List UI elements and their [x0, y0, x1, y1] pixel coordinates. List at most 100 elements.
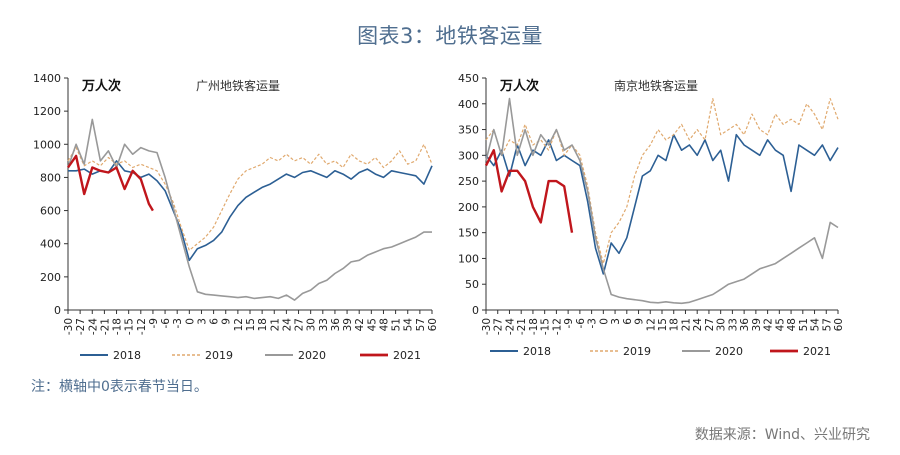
x-tick-label: -9 [148, 318, 160, 328]
x-tick-label: 18 [669, 318, 681, 331]
x-tick-label: 60 [833, 318, 845, 331]
x-tick-label: -24 [504, 318, 516, 335]
x-tick-label: 57 [415, 318, 427, 331]
chart-guangzhou: 0 200 400 600 800 1000 1200 1400 -30 -27 -24 -21 -18… [33, 72, 439, 362]
y-tick-label: 450 [458, 72, 479, 85]
x-tick-label: -24 [87, 318, 99, 335]
y-tick-label: 50 [465, 278, 479, 291]
figure-title: 图表3：地铁客运量 [357, 24, 543, 48]
y-tick-label: 250 [458, 175, 479, 188]
x-tick-label: 0 [598, 318, 610, 325]
figure-note: 注：横轴中0表示春节当日。 [31, 379, 208, 395]
x-tick-label: 27 [704, 318, 716, 331]
x-tick-label: 42 [354, 318, 366, 331]
x-tick-label: 12 [645, 318, 657, 331]
x-tick-label: 12 [233, 318, 245, 331]
chart-title: 广州地铁客运量 [196, 78, 280, 93]
x-tick-label: 51 [391, 318, 403, 331]
series-line-2018 [68, 160, 433, 262]
x-tick-label: 36 [739, 318, 751, 332]
x-tick-label: -18 [112, 318, 124, 335]
y-tick-label: 150 [458, 227, 479, 240]
x-tick-label: -21 [516, 318, 528, 335]
x-tick-label: 27 [294, 318, 306, 331]
x-tick-label: 54 [810, 318, 822, 332]
y-tick-label: 100 [458, 252, 479, 265]
x-tick-label: 30 [716, 318, 728, 331]
y-unit-label: 万人次 [81, 78, 121, 94]
x-tick-label: -3 [172, 318, 184, 328]
x-tick-label: 33 [318, 318, 330, 331]
x-tick-label: -3 [587, 318, 599, 328]
y-tick-label: 0 [472, 304, 479, 317]
x-tick-label: 24 [281, 318, 293, 332]
x-tick-label: -30 [63, 318, 75, 335]
x-tick-label: 45 [366, 318, 378, 331]
series-line-2020 [485, 97, 839, 305]
x-tick-label: 3 [196, 318, 208, 325]
legend-label-2021: 2021 [803, 345, 831, 358]
x-tick-label: 3 [610, 318, 622, 325]
y-tick-label: 300 [458, 149, 479, 162]
y-unit-label: 万人次 [499, 78, 539, 94]
x-tick-label: -27 [75, 318, 87, 335]
legend-label-2018: 2018 [523, 345, 551, 358]
x-tick-label: 45 [774, 318, 786, 331]
x-tick-label: 48 [378, 318, 390, 331]
legend-label-2018: 2018 [113, 349, 141, 362]
legend-label-2019: 2019 [623, 345, 651, 358]
x-tick-label: -6 [575, 318, 587, 329]
x-tick-label: 0 [184, 318, 196, 325]
x-tick-label: 54 [403, 318, 415, 332]
y-tick-label: 400 [40, 238, 61, 251]
series-line-2020 [67, 118, 432, 301]
x-tick-label: -15 [540, 318, 552, 335]
x-tick-label: -21 [99, 318, 111, 335]
y-tick-label: 200 [40, 271, 61, 284]
x-tick-label: 36 [330, 318, 342, 332]
legend-label-2019: 2019 [205, 349, 233, 362]
x-tick-label: 15 [245, 318, 257, 331]
y-tick-label: 1200 [33, 105, 61, 118]
x-tick-label: -12 [551, 318, 563, 335]
x-tick-label: 42 [763, 318, 775, 331]
x-tick-label: 6 [209, 318, 221, 325]
x-tick-label: 30 [306, 318, 318, 331]
x-tick-label: 6 [622, 318, 634, 325]
x-tick-label: -12 [136, 318, 148, 335]
x-tick-label: 60 [427, 318, 439, 331]
y-tick-label: 350 [458, 124, 479, 137]
x-tick-label: 9 [221, 318, 233, 325]
x-tick-label: 39 [751, 318, 763, 331]
y-tick-label: 800 [40, 171, 61, 184]
x-tick-label: 51 [798, 318, 810, 331]
figure-source: 数据来源：Wind、兴业研究 [694, 427, 870, 443]
series-line-2018 [485, 133, 839, 275]
y-tick-label: 1400 [33, 72, 61, 85]
x-tick-label: -6 [160, 318, 172, 329]
y-tick-label: 600 [40, 205, 61, 218]
series-line-2019 [67, 143, 433, 251]
series-line-2019 [485, 97, 839, 265]
x-tick-label: 48 [786, 318, 798, 331]
x-tick-label: -9 [563, 318, 575, 328]
chart-title: 南京地铁客运量 [614, 78, 698, 93]
x-tick-label: 9 [634, 318, 646, 325]
y-tick-label: 1000 [33, 138, 61, 151]
series-line-2021 [484, 148, 574, 233]
x-tick-label: 33 [727, 318, 739, 331]
x-tick-label: -15 [124, 318, 136, 335]
x-tick-label: 15 [657, 318, 669, 331]
y-tick-label: 400 [458, 98, 479, 111]
x-tick-label: -27 [493, 318, 505, 335]
x-tick-label: 39 [342, 318, 354, 331]
x-tick-label: 57 [821, 318, 833, 331]
legend-label-2021: 2021 [393, 349, 421, 362]
x-tick-label: 21 [680, 318, 692, 331]
x-tick-label: -30 [481, 318, 493, 335]
legend-label-2020: 2020 [298, 349, 326, 362]
y-tick-label: 200 [458, 201, 479, 214]
x-tick-label: -18 [528, 318, 540, 335]
series-line-2021 [67, 154, 154, 212]
